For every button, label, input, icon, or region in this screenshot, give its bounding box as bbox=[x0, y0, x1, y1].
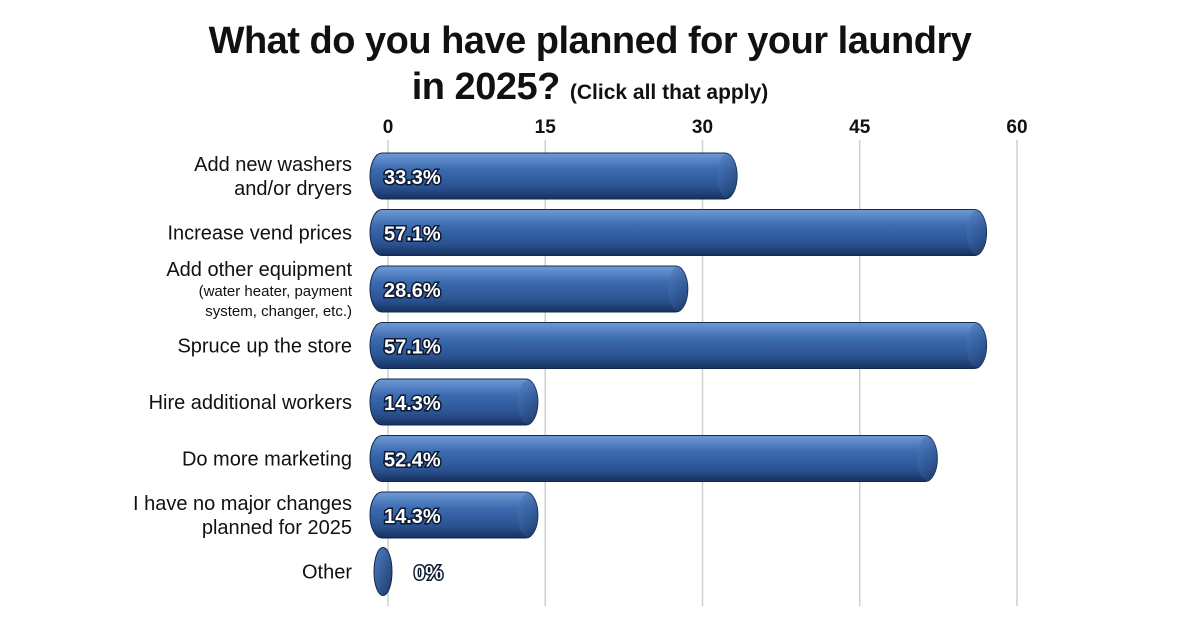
chart-title: What do you have planned for your laundr… bbox=[200, 18, 980, 116]
bar bbox=[373, 547, 393, 596]
data-label: 57.1% bbox=[384, 337, 441, 359]
x-tick-label: 30 bbox=[692, 117, 713, 138]
category-label: I have no major changes planned for 2025 bbox=[133, 493, 352, 539]
bar-end-cap bbox=[917, 436, 938, 481]
chart-title-text: What do you have planned for your laundr… bbox=[208, 20, 972, 108]
x-tick-label: 0 bbox=[383, 117, 394, 138]
data-label: 0% bbox=[414, 563, 443, 585]
category-label: Add new washers and/or dryers bbox=[194, 154, 352, 200]
bars bbox=[369, 152, 988, 596]
category-labels: Add new washers and/or dryers Increase ven… bbox=[133, 154, 353, 584]
data-label: 33.3% bbox=[384, 167, 441, 189]
bar bbox=[369, 209, 988, 256]
bar-end-cap bbox=[966, 323, 987, 368]
bar-end-cap bbox=[517, 493, 538, 537]
x-tick-label: 15 bbox=[535, 117, 557, 138]
bar bbox=[369, 265, 689, 313]
data-label: 52.4% bbox=[384, 450, 441, 472]
bar-end-cap bbox=[966, 210, 987, 255]
category-label: Do more marketing bbox=[182, 449, 352, 471]
bar bbox=[369, 322, 988, 369]
category-label: Increase vend prices bbox=[167, 223, 352, 245]
x-tick-label: 45 bbox=[849, 117, 871, 138]
category-label: Hire additional workers bbox=[149, 392, 352, 414]
data-label: 14.3% bbox=[384, 506, 441, 528]
category-label: Spruce up the store bbox=[177, 336, 352, 358]
bar-end-cap bbox=[517, 380, 538, 424]
category-label: Add other equipment (water heater, paymen… bbox=[166, 259, 353, 320]
chart-subtitle: (Click all that apply) bbox=[569, 81, 769, 104]
bar bbox=[369, 435, 938, 482]
bar-end-cap bbox=[717, 154, 738, 198]
data-label: 14.3% bbox=[384, 393, 441, 415]
bar-end-cap bbox=[667, 267, 688, 311]
data-label: 57.1% bbox=[384, 224, 441, 246]
x-axis-ticks: 0 15 30 45 60 bbox=[383, 117, 1028, 138]
data-label: 28.6% bbox=[384, 280, 441, 302]
data-labels: 33.3% 57.1% 28.6% 57.1% 14.3% 52.4% 14.3% 0% bbox=[383, 166, 445, 587]
x-tick-label: 60 bbox=[1006, 117, 1027, 138]
category-label: Other bbox=[302, 562, 352, 584]
